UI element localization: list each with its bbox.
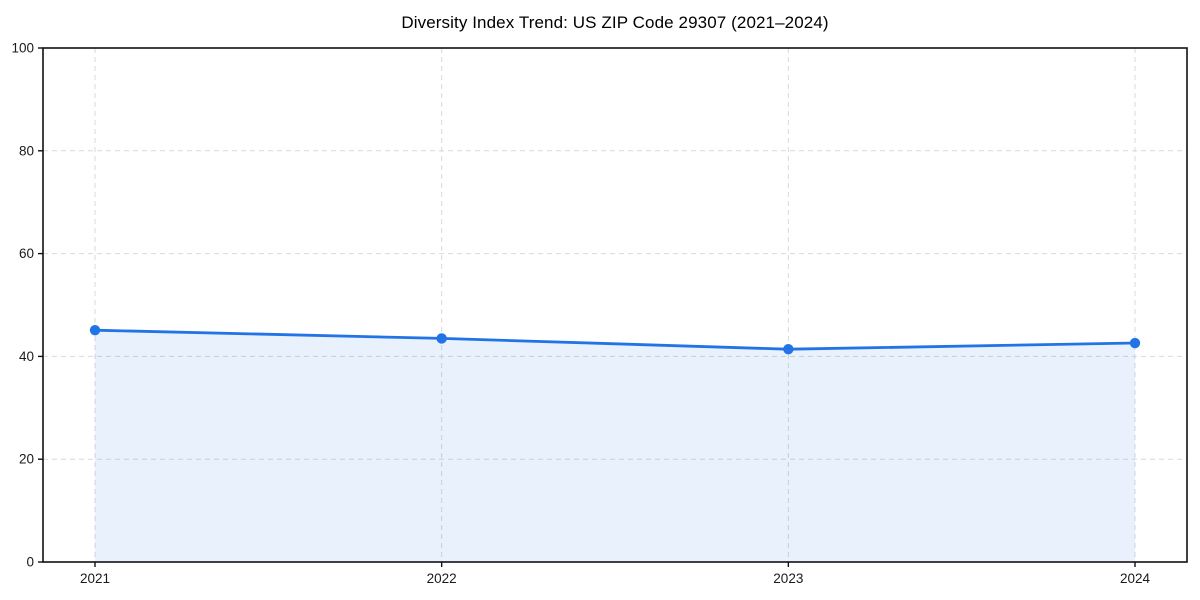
y-tick-label: 0 — [26, 555, 34, 570]
y-tick-label: 80 — [19, 143, 34, 158]
y-tick-label: 100 — [11, 41, 34, 56]
data-point-2022 — [436, 333, 447, 344]
y-tick-label: 20 — [19, 452, 34, 467]
data-point-2024 — [1129, 337, 1141, 349]
data-point-2023 — [783, 344, 794, 355]
chart-title: Diversity Index Trend: US ZIP Code 29307… — [401, 13, 829, 32]
data-point-2021 — [89, 324, 101, 336]
plot-border — [42, 47, 1188, 563]
trend-line — [93, 328, 1137, 351]
area-fill — [95, 330, 1135, 562]
x-tick-label: 2022 — [427, 571, 457, 586]
y-tick-label: 40 — [19, 349, 34, 364]
x-tick-label: 2024 — [1120, 571, 1151, 586]
y-tick-label: 60 — [19, 246, 34, 261]
x-tick-label: 2023 — [773, 571, 803, 586]
x-tick-label: 2021 — [80, 571, 110, 586]
